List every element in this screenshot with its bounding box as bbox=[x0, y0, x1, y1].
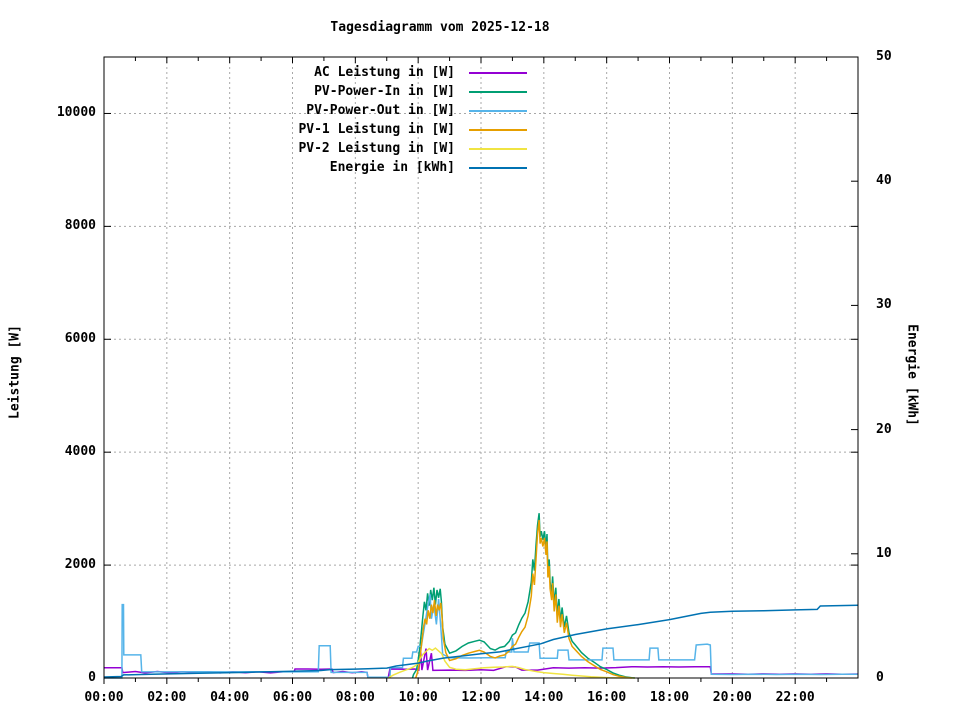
legend-line-sample-pv2 bbox=[469, 147, 527, 150]
legend-row-pv_out: PV-Power-Out in [W] bbox=[115, 101, 527, 120]
x-tick-label: 10:00 bbox=[398, 690, 438, 705]
legend-row-pv_in: PV-Power-In in [W] bbox=[115, 82, 527, 101]
series-pv1-line bbox=[414, 519, 632, 679]
series-pv_in-line bbox=[411, 513, 635, 679]
chart-title: Tagesdiagramm vom 2025-12-18 bbox=[330, 20, 550, 35]
y2-tick-label: 50 bbox=[876, 49, 892, 64]
y2-tick-label: 40 bbox=[876, 173, 892, 189]
legend-row-ac: AC Leistung in [W] bbox=[115, 63, 527, 82]
series-energie-line bbox=[103, 604, 859, 678]
legend-label-energie: Energie in [kWh] bbox=[329, 160, 455, 175]
y2-tick-label: 30 bbox=[876, 297, 892, 313]
series-pv_out-line bbox=[104, 594, 859, 679]
x-tick-label: 14:00 bbox=[524, 690, 564, 705]
x-tick-label: 16:00 bbox=[587, 690, 627, 705]
x-tick-label: 12:00 bbox=[461, 690, 501, 705]
y2-tick-label: 0 bbox=[876, 670, 884, 685]
legend-label-ac: AC Leistung in [W] bbox=[314, 65, 455, 80]
x-tick-label: 18:00 bbox=[649, 690, 690, 705]
legend-line-sample-pv_in bbox=[469, 90, 527, 93]
legend-label-pv2: PV-2 Leistung in [W] bbox=[298, 141, 455, 156]
y1-tick-label: 6000 bbox=[64, 331, 96, 347]
y1-tick-label: 2000 bbox=[64, 557, 96, 573]
legend-label-pv1: PV-1 Leistung in [W] bbox=[298, 122, 455, 137]
y1-tick-label: 0 bbox=[88, 670, 96, 685]
series-pv2-line bbox=[387, 647, 635, 679]
x-tick-label: 06:00 bbox=[272, 690, 313, 705]
y1-tick-label: 8000 bbox=[64, 218, 96, 234]
legend: AC Leistung in [W] PV-Power-In in [W] PV-P… bbox=[115, 63, 527, 177]
y1-tick-label: 4000 bbox=[64, 444, 96, 460]
y-axis-label-right: Energie [kWh] bbox=[904, 324, 920, 426]
y1-tick-label: 10000 bbox=[56, 105, 96, 121]
x-tick-label: 08:00 bbox=[335, 690, 375, 705]
y-axis-label-left: Leistung [W] bbox=[7, 325, 23, 419]
x-tick-label: 04:00 bbox=[210, 690, 250, 705]
legend-row-energie: Energie in [kWh] bbox=[115, 158, 527, 177]
x-tick-label: 22:00 bbox=[775, 690, 815, 705]
x-tick-label: 02:00 bbox=[147, 690, 187, 705]
legend-line-sample-ac bbox=[469, 71, 527, 74]
legend-row-pv2: PV-2 Leistung in [W] bbox=[115, 139, 527, 158]
legend-line-sample-energie bbox=[469, 166, 527, 169]
x-tick-label: 20:00 bbox=[712, 690, 752, 705]
legend-label-pv_out: PV-Power-Out in [W] bbox=[306, 103, 455, 118]
legend-line-sample-pv1 bbox=[469, 128, 527, 131]
legend-label-pv_in: PV-Power-In in [W] bbox=[314, 84, 455, 99]
y2-tick-label: 10 bbox=[876, 545, 892, 561]
legend-row-pv1: PV-1 Leistung in [W] bbox=[115, 120, 527, 139]
x-tick-label: 00:00 bbox=[84, 690, 124, 705]
legend-line-sample-pv_out bbox=[469, 109, 527, 112]
y2-tick-label: 20 bbox=[876, 421, 892, 437]
